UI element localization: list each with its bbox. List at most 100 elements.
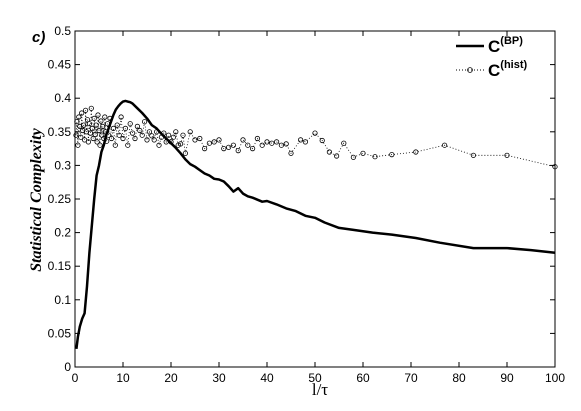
x-tick-label: 70 <box>404 371 418 385</box>
y-tick-label: 0.25 <box>48 192 72 206</box>
x-tick-label: 80 <box>452 371 466 385</box>
series-point-hist <box>93 122 99 128</box>
series-point-hist <box>118 114 124 120</box>
series-point-hist <box>389 152 395 158</box>
axes <box>74 30 556 368</box>
series-point-hist <box>221 146 227 152</box>
legend-label-bp: C(BP) <box>488 35 523 56</box>
series-point-hist <box>137 127 143 134</box>
x-tick-label: 40 <box>260 371 274 385</box>
y-tick-label: 0.5 <box>54 24 71 38</box>
series-point-hist <box>130 130 136 136</box>
series-point-hist <box>372 154 378 160</box>
series-point-hist <box>226 144 232 150</box>
series-point-hist <box>102 114 108 120</box>
series-point-hist <box>149 133 155 139</box>
series-point-hist <box>132 135 138 142</box>
series-point-hist <box>86 121 93 127</box>
series-point-hist <box>105 121 111 127</box>
series-point-hist <box>84 117 91 123</box>
y-tick-label: 0.05 <box>48 326 72 340</box>
series-point-hist <box>182 150 188 156</box>
x-tick-label: 100 <box>545 371 565 385</box>
series-point-hist <box>333 153 340 159</box>
panel-label: c) <box>32 29 45 46</box>
series-point-hist <box>326 149 332 155</box>
legend-swatch-hist-marker <box>467 67 473 73</box>
x-tick-label: 20 <box>164 371 178 385</box>
y-tick-label: 0.4 <box>54 91 71 105</box>
series-point-hist <box>108 135 115 142</box>
series-point-hist <box>103 129 109 135</box>
series-point-hist <box>81 122 87 128</box>
series-point-hist <box>122 125 129 131</box>
series-point-hist <box>312 130 318 136</box>
y-tick-label: 0.15 <box>48 259 72 273</box>
y-axis-title: Statistical Complexity <box>28 127 45 271</box>
series-point-hist <box>504 152 510 158</box>
series-point-hist <box>120 135 126 142</box>
series-point-hist <box>197 135 203 142</box>
series-point-hist <box>273 139 280 145</box>
series-point-hist <box>341 140 347 146</box>
series-point-hist <box>211 139 217 145</box>
series-point-hist <box>192 137 198 143</box>
series-point-hist <box>170 134 176 140</box>
series-point-hist <box>254 135 260 142</box>
series-point-hist <box>302 139 308 145</box>
series-point-hist <box>88 105 94 111</box>
series-point-hist <box>151 137 157 143</box>
series-point-hist <box>283 141 289 147</box>
series-point-hist <box>112 142 118 148</box>
series-point-hist <box>98 118 104 124</box>
x-tick-label: 0 <box>72 371 79 385</box>
series-point-hist <box>97 142 103 148</box>
x-axis-title: l/τ <box>312 380 328 399</box>
series-point-hist <box>154 129 160 135</box>
series-point-hist <box>278 142 284 148</box>
y-tick-label: 0.45 <box>48 58 72 72</box>
y-tick-label: 0.35 <box>48 125 72 139</box>
series-point-hist <box>158 134 164 140</box>
series-point-hist <box>235 148 241 154</box>
series-point-hist <box>161 130 167 136</box>
series-point-hist <box>139 132 145 138</box>
series-point-hist <box>146 129 152 135</box>
series-point-hist <box>75 142 81 148</box>
series-point-hist <box>94 139 100 145</box>
series-point-hist <box>92 131 98 138</box>
series-point-hist <box>110 125 117 131</box>
series-point-hist <box>144 137 150 143</box>
series-point-hist <box>552 164 558 170</box>
series-point-hist <box>216 137 222 143</box>
series-point-hist <box>166 132 172 138</box>
series-point-hist <box>180 132 186 138</box>
series-point-hist <box>107 115 113 122</box>
series-point-hist <box>230 142 236 148</box>
series-point-hist <box>297 137 304 143</box>
series-point-hist <box>245 142 251 148</box>
series-point-hist <box>441 142 448 148</box>
series-point-hist <box>116 132 122 138</box>
series-point-hist <box>104 138 110 144</box>
x-tick-label: 60 <box>356 371 370 385</box>
series-point-hist <box>91 115 97 122</box>
series-point-hist <box>90 135 96 142</box>
series-point-hist <box>142 119 148 125</box>
series-point-hist <box>134 123 140 130</box>
x-tick-label: 90 <box>500 371 514 385</box>
series-point-hist <box>95 112 101 118</box>
plot-series <box>73 99 558 350</box>
series-point-hist <box>470 152 476 158</box>
series-point-hist <box>100 123 106 130</box>
y-tick-label: 0.1 <box>54 293 71 307</box>
series-point-hist <box>74 119 80 125</box>
series-point-hist <box>96 127 102 134</box>
series-point-hist <box>178 141 184 147</box>
series-point-hist <box>163 139 169 145</box>
legend: C(BP) C(hist) <box>456 35 528 80</box>
series-point-hist <box>79 110 85 116</box>
legend-label-hist: C(hist) <box>488 59 528 80</box>
series-point-hist <box>168 139 174 145</box>
